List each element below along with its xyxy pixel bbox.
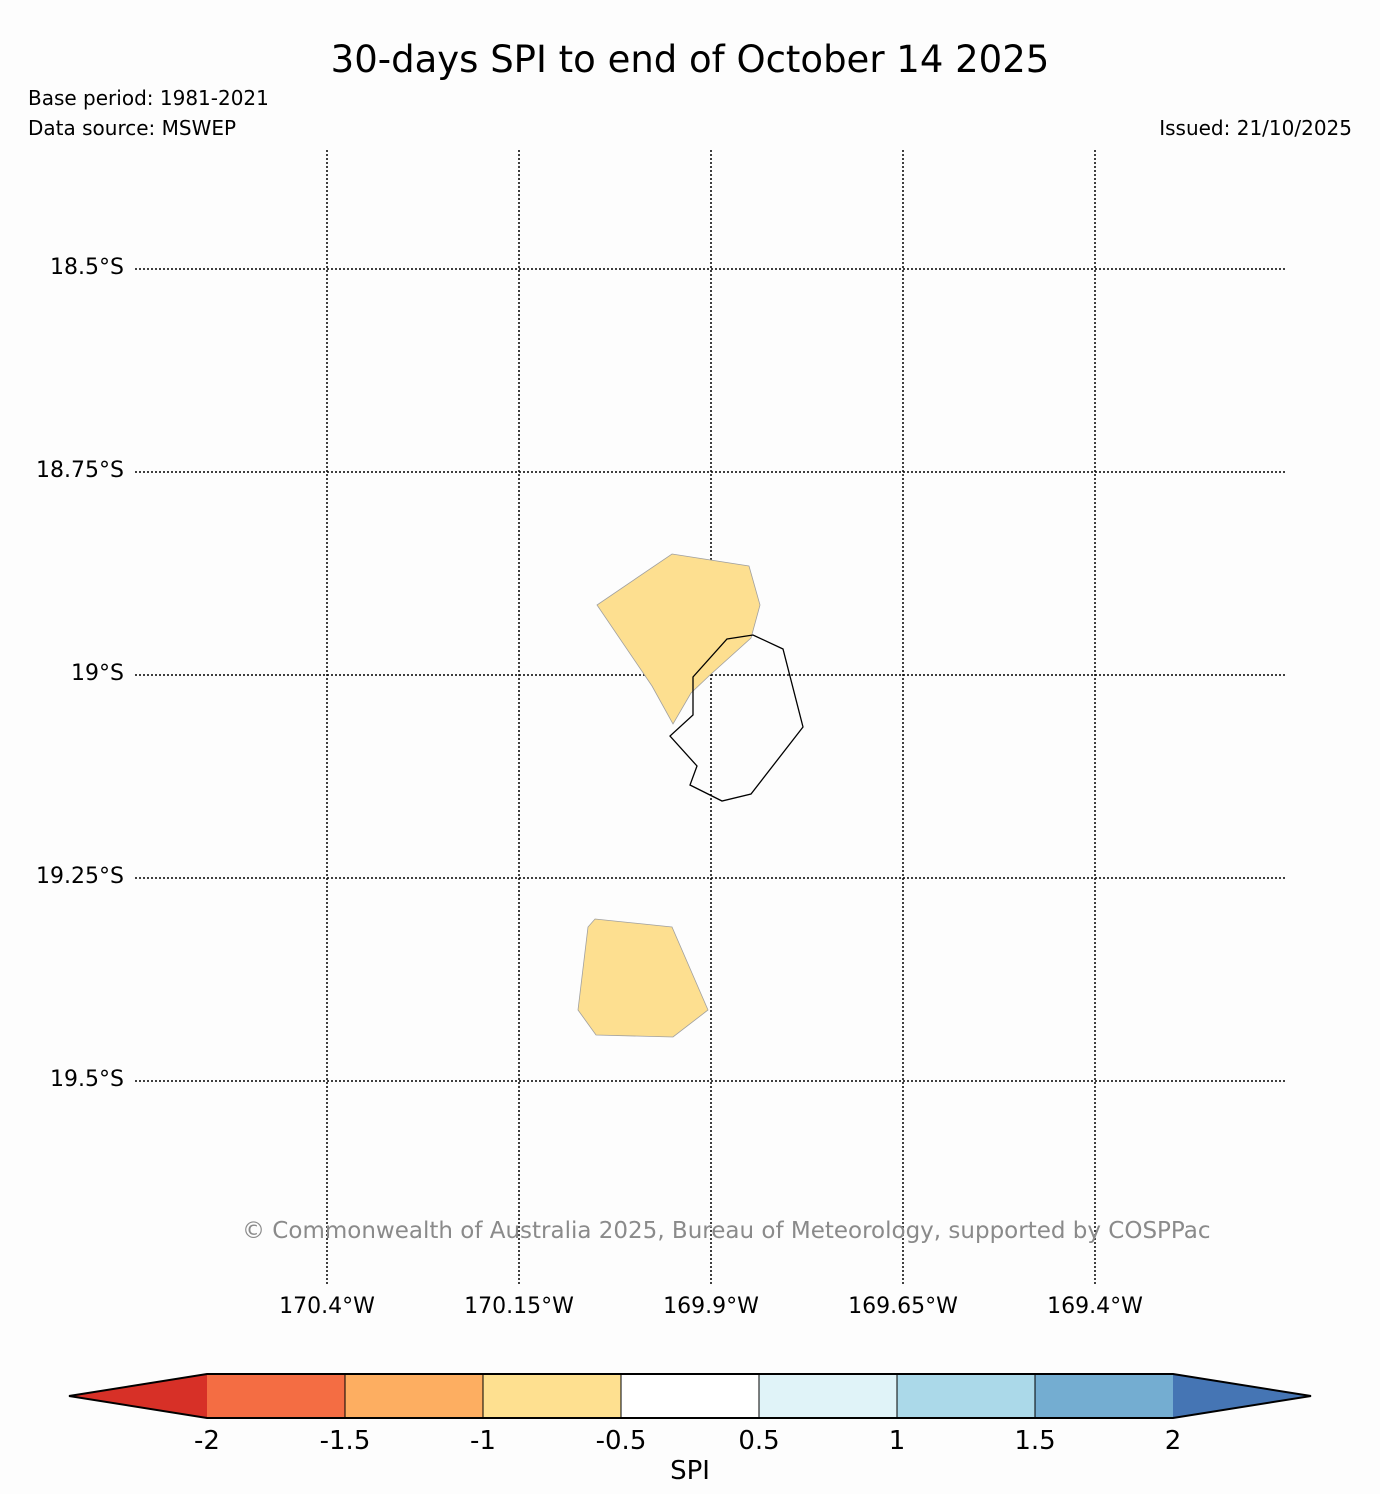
colorbar-segment xyxy=(621,1374,759,1418)
lat-label: 19.5°S xyxy=(50,1067,124,1092)
lat-label: 19°S xyxy=(71,661,124,686)
colorbar-tick-label: 1 xyxy=(888,1426,906,1456)
colorbar-tick-label: 0.5 xyxy=(738,1426,780,1456)
base-period-note: Base period: 1981-2021 xyxy=(28,86,269,110)
colorbar-segment xyxy=(897,1374,1035,1418)
lat-label: 18.5°S xyxy=(50,255,124,280)
colorbar-segment xyxy=(483,1374,621,1418)
island-outline xyxy=(669,634,804,802)
issued-date: Issued: 21/10/2025 xyxy=(1159,116,1352,140)
colorbar xyxy=(68,1373,1312,1419)
colorbar-tick-label: -2 xyxy=(194,1426,220,1456)
spi-anomaly-patch-south xyxy=(577,918,709,1038)
data-source-note: Data source: MSWEP xyxy=(28,116,237,140)
copyright-notice: © Commonwealth of Australia 2025, Bureau… xyxy=(242,1218,1211,1244)
colorbar-tick-label: 1.5 xyxy=(1014,1426,1056,1456)
lat-label: 19.25°S xyxy=(36,864,124,889)
colorbar-tick-label: 2 xyxy=(1164,1426,1182,1456)
lon-label: 169.9°W xyxy=(663,1294,759,1319)
colorbar-tick-label: -0.5 xyxy=(595,1426,647,1456)
lon-label: 170.15°W xyxy=(464,1294,574,1319)
spi-anomaly-patch-north xyxy=(596,553,761,725)
colorbar-dividers xyxy=(344,1374,1036,1418)
longitude-gridlines xyxy=(326,150,1096,1285)
colorbar-segment xyxy=(207,1374,345,1418)
colorbar-tick-label: -1.5 xyxy=(319,1426,371,1456)
colorbar-extend-high xyxy=(1173,1374,1311,1418)
colorbar-label: SPI xyxy=(670,1456,710,1486)
chart-title: 30-days SPI to end of October 14 2025 xyxy=(330,38,1050,81)
lon-label: 169.65°W xyxy=(848,1294,958,1319)
lat-label: 18.75°S xyxy=(36,458,124,483)
colorbar-outline xyxy=(68,1373,1312,1419)
colorbar-extend-low xyxy=(69,1374,207,1418)
colorbar-segment xyxy=(759,1374,897,1418)
colorbar-tick-label: -1 xyxy=(470,1426,496,1456)
lon-label: 170.4°W xyxy=(279,1294,375,1319)
colorbar-segment xyxy=(1035,1374,1173,1418)
lon-label: 169.4°W xyxy=(1047,1294,1143,1319)
colorbar-segment xyxy=(345,1374,483,1418)
